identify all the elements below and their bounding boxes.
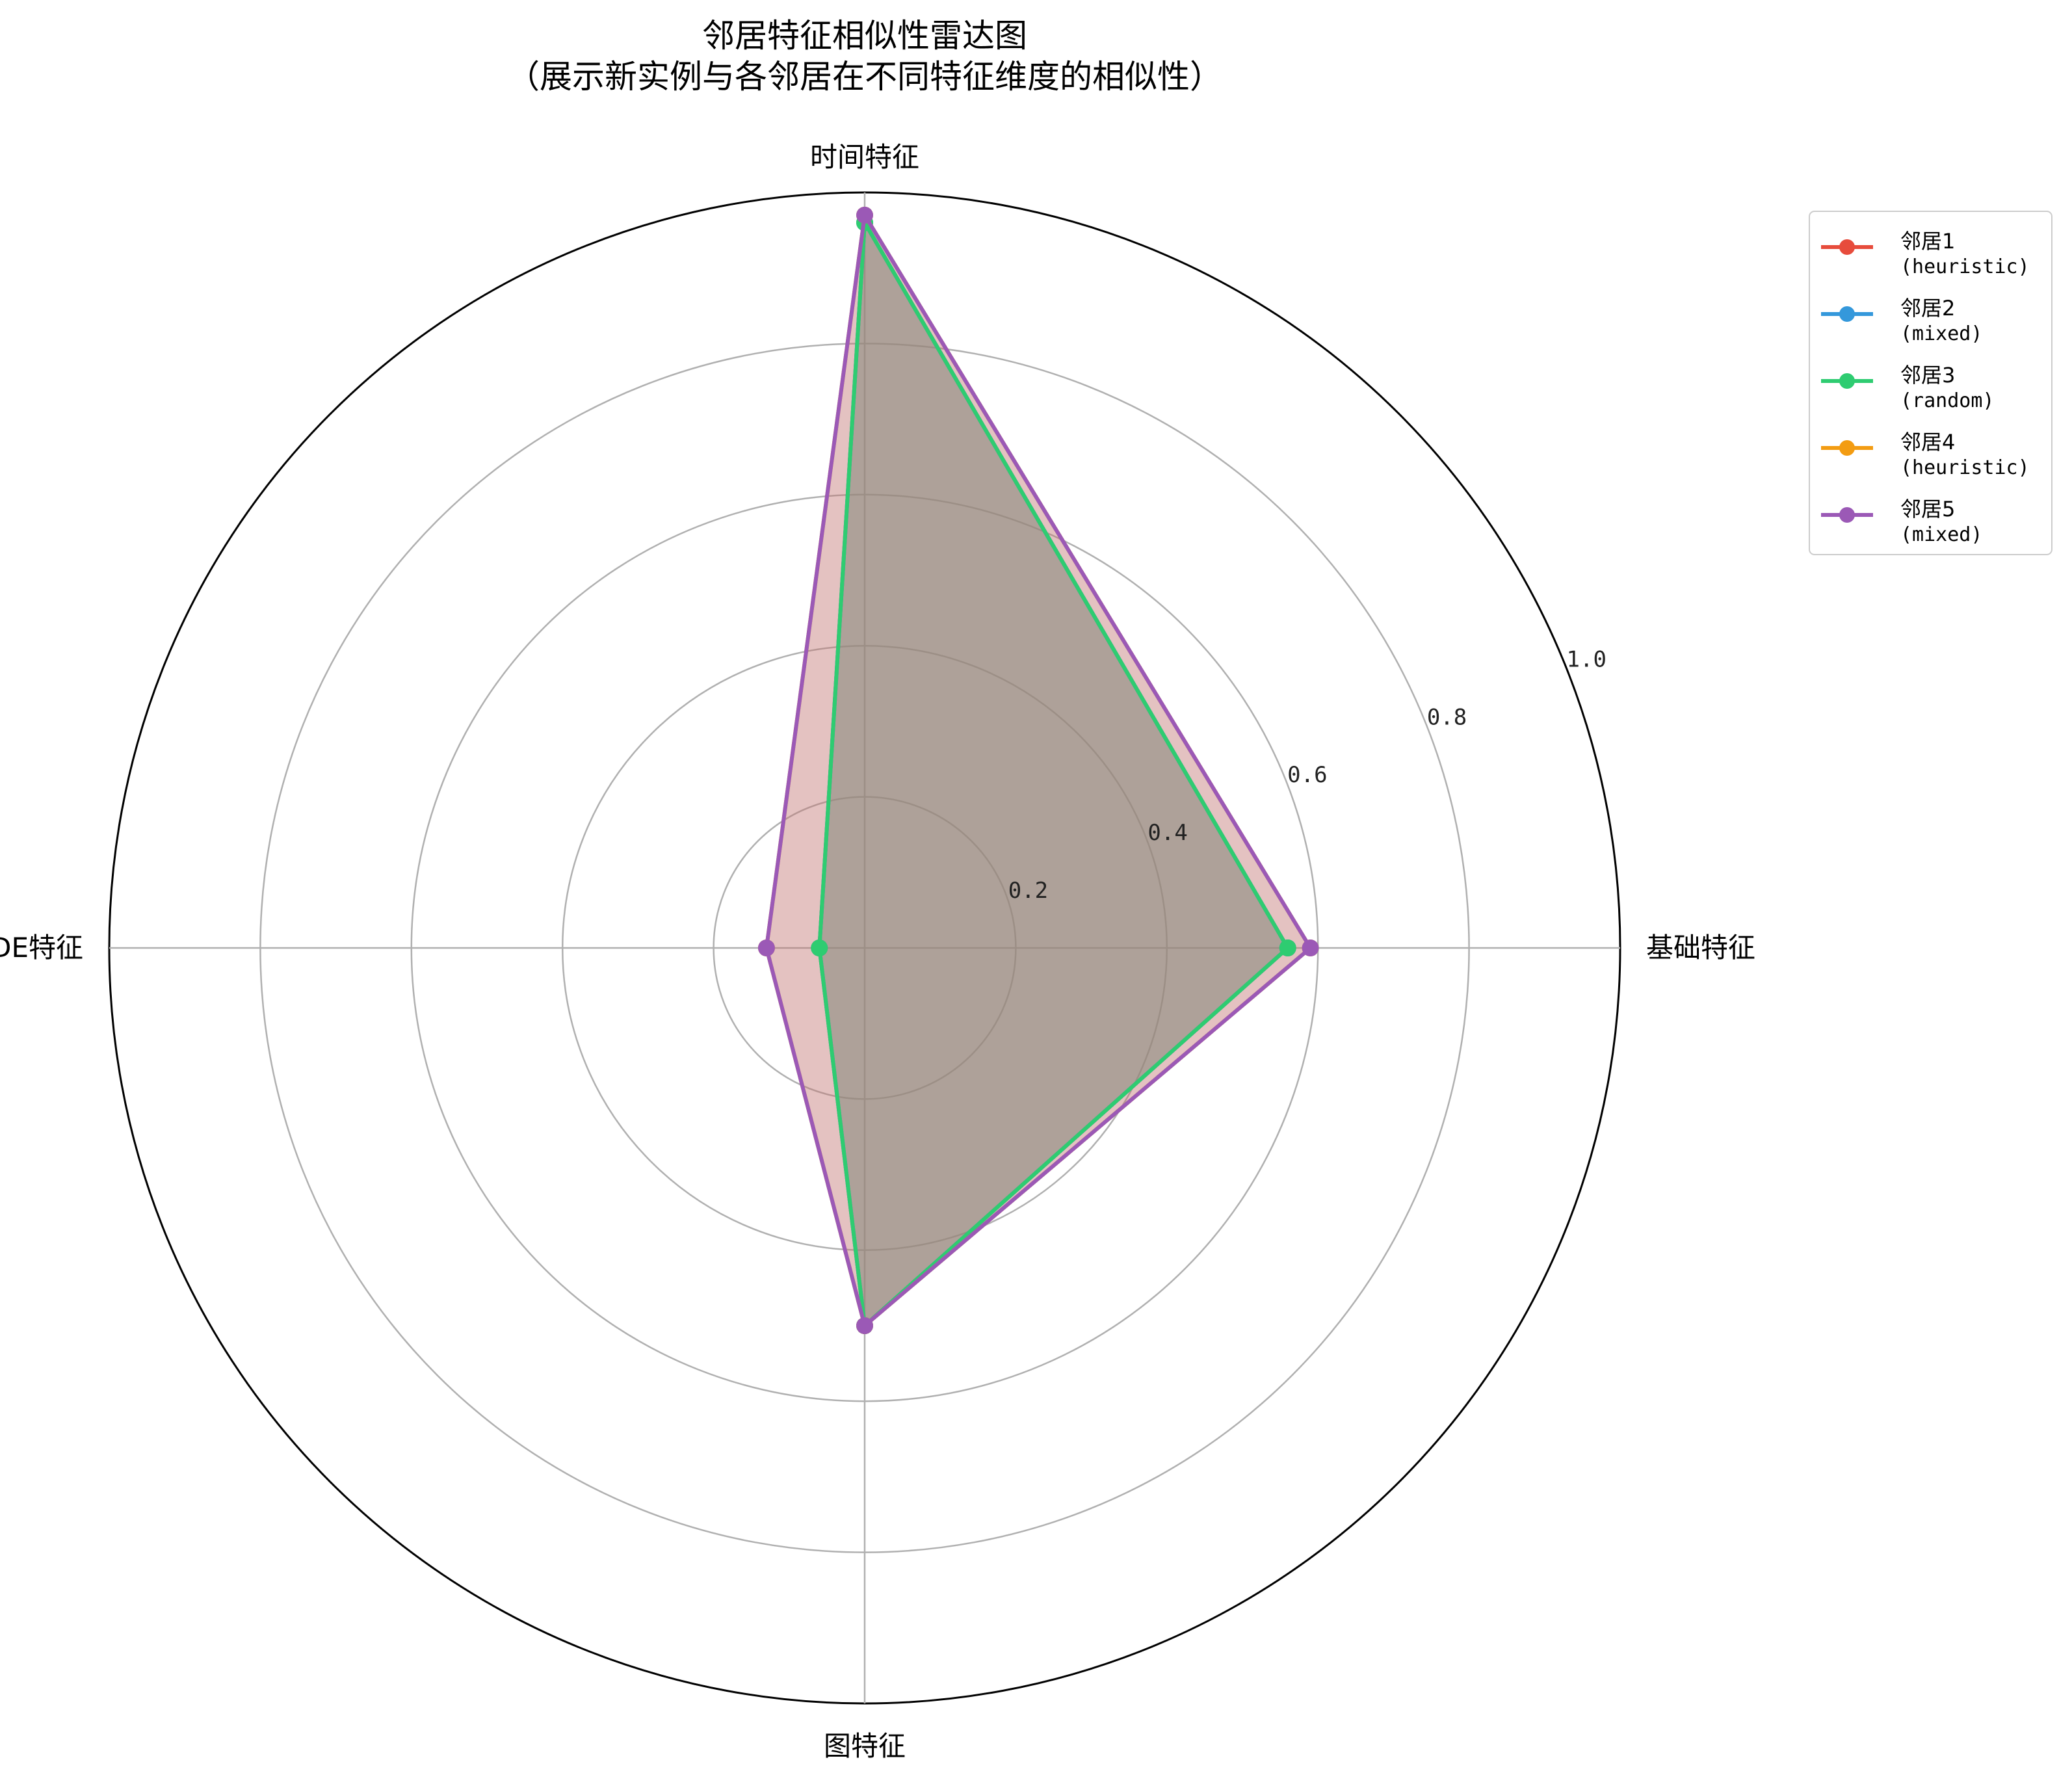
series-5-point-3 (757, 939, 775, 956)
r-tick-label-2: 0.4 (1147, 820, 1187, 846)
r-tick-label-3: 0.6 (1287, 762, 1327, 788)
r-tick-label-5: 1.0 (1567, 646, 1606, 672)
legend-marker-1 (1839, 239, 1855, 255)
legend-marker-3 (1839, 373, 1855, 389)
legend-marker-4 (1839, 440, 1855, 456)
series-3-point-3 (811, 939, 828, 956)
series-fill-5 (766, 215, 1311, 1326)
legend-label-1: 邻居1 (1900, 229, 1955, 254)
series-3-point-1 (1279, 939, 1296, 956)
legend-label-5: 邻居5 (1900, 497, 1955, 521)
chart-title: 邻居特征相似性雷达图 （展示新实例与各邻居在不同特征维度的相似性） (507, 17, 1222, 96)
legend-sublabel-5: (mixed) (1900, 523, 1982, 546)
axis-label-3: KDE特征 (0, 932, 83, 964)
legend-sublabel-1: (heuristic) (1900, 256, 2030, 278)
legend-label-4: 邻居4 (1900, 430, 1955, 454)
legend-marker-5 (1839, 507, 1855, 523)
legend-sublabel-2: (mixed) (1900, 322, 1982, 345)
series-lines (757, 206, 1319, 1334)
radial-tick-labels: 0.2 0.4 0.6 0.8 1.0 (1008, 646, 1606, 904)
axis-labels: 基础特征 时间特征 KDE特征图特征 (0, 141, 1755, 1762)
legend: 邻居1(heuristic)邻居2(mixed)邻居3(random)邻居4(h… (1809, 211, 2052, 555)
r-tick-label-4: 0.8 (1427, 704, 1467, 730)
axis-label-2: 时间特征 (810, 141, 919, 173)
legend-sublabel-3: (random) (1900, 389, 1995, 412)
r-tick-label-1: 0.2 (1008, 878, 1048, 904)
axis-label-1: 基础特征 (1646, 932, 1755, 964)
chart-title-line-1: 邻居特征相似性雷达图 (702, 17, 1027, 55)
series-5-point-1 (1302, 939, 1319, 956)
legend-label-3: 邻居3 (1900, 363, 1955, 387)
axis-label-4: 图特征 (824, 1730, 906, 1762)
series-5-point-4 (856, 1317, 873, 1334)
legend-sublabel-4: (heuristic) (1900, 456, 2030, 479)
chart-title-line-2: （展示新实例与各邻居在不同特征维度的相似性） (507, 58, 1222, 96)
legend-box (1809, 211, 2052, 555)
legend-marker-2 (1839, 306, 1855, 322)
series-5-point-2 (856, 206, 873, 224)
series-fills (766, 215, 1311, 1326)
legend-label-2: 邻居2 (1900, 296, 1955, 321)
